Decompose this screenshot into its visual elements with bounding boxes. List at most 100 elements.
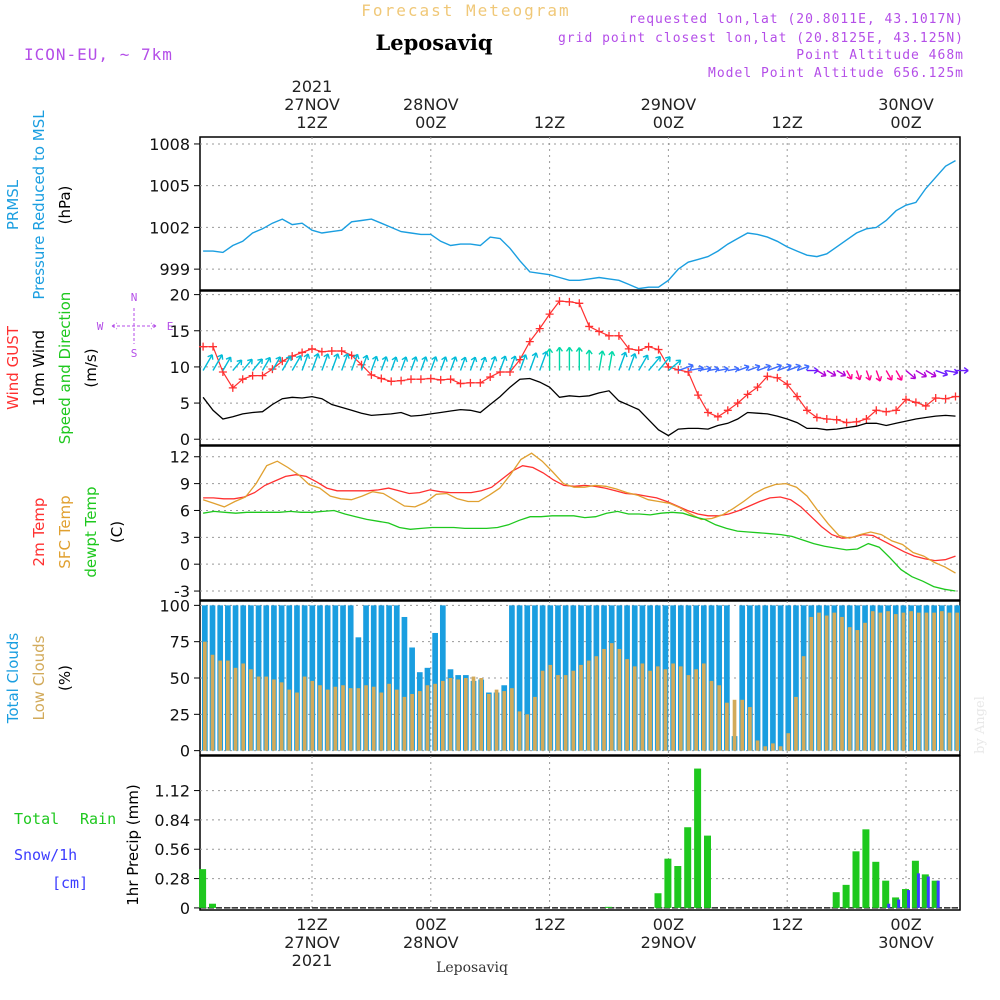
gust-marker	[783, 380, 792, 389]
bottom-time-label: 00Z	[653, 915, 684, 934]
low-cloud-bar	[295, 692, 299, 751]
low-cloud-bar	[640, 663, 645, 751]
wind-arrow-head	[565, 346, 573, 352]
wind-arrow-head	[411, 356, 419, 362]
low-cloud-bar	[333, 686, 338, 751]
wind-arrow-head	[441, 356, 448, 362]
total-cloud-bar	[286, 605, 293, 751]
rain-bar	[704, 835, 711, 908]
y-tick-label: 0.28	[154, 870, 190, 889]
snow-bar	[936, 880, 940, 908]
gust-marker	[397, 376, 406, 385]
wind-direction-arrow	[678, 364, 694, 372]
wind-arrow-head	[675, 359, 682, 366]
top-time-label: 27NOV	[284, 95, 340, 114]
rain-bar	[654, 893, 662, 908]
wind-direction-arrow	[261, 357, 271, 371]
gust-marker	[862, 414, 871, 423]
gust-marker	[486, 373, 495, 382]
y-axis-label: (%)	[56, 665, 74, 691]
wind-arrow-head	[840, 370, 847, 377]
low-cloud-bar	[840, 616, 844, 751]
panel-pressure: 999 1002 1005 1008	[149, 135, 961, 291]
low-cloud-bar	[279, 682, 284, 751]
y-tick-label: 0.56	[154, 840, 190, 859]
wind-arrow-head	[855, 374, 862, 381]
low-cloud-bar	[440, 680, 445, 751]
low-cloud-bar	[671, 663, 675, 751]
wind-direction-arrow	[717, 368, 729, 372]
gust-marker	[743, 390, 752, 399]
wind-arrow-head	[421, 356, 428, 362]
total-cloud-bar	[278, 605, 285, 751]
snow-bar	[926, 876, 930, 908]
wind-arrow-head	[391, 356, 399, 362]
low-cloud-bar	[456, 679, 461, 751]
wind-direction-arrow	[360, 355, 368, 371]
total-cloud-bar	[332, 605, 339, 751]
wind-direction-arrow	[291, 355, 302, 371]
total-cloud-bar	[370, 605, 377, 751]
total-cloud-bar	[393, 605, 400, 751]
wind-direction-arrow	[688, 367, 704, 372]
gust-marker	[555, 297, 564, 306]
gust-marker	[466, 378, 475, 387]
y-axis-label: (C)	[108, 521, 126, 543]
wind-direction-arrow	[945, 369, 959, 374]
gust-marker	[634, 346, 643, 355]
wind-arrow-head	[963, 367, 969, 375]
y-tick-label: 100	[159, 596, 190, 615]
rain-bar	[674, 866, 682, 908]
rain-bar	[832, 892, 840, 908]
wind-direction-arrow	[697, 367, 711, 372]
gust-marker	[793, 392, 802, 401]
low-cloud-bar	[655, 666, 660, 751]
wind-direction-arrow	[777, 364, 792, 372]
wind-arrow-head	[942, 370, 949, 377]
gust-marker	[535, 324, 544, 333]
wind-direction-arrow	[400, 356, 407, 371]
footer-location: Leposaviq	[436, 960, 508, 976]
gust-marker	[921, 401, 930, 410]
wind-arrow-head	[362, 354, 370, 361]
y-axis-label: Pressure Reduced to MSL	[30, 110, 48, 300]
wind-direction-arrow	[271, 356, 281, 371]
top-time-label: 12Z	[296, 113, 327, 132]
panel-frame	[199, 136, 961, 291]
y-tick-label: 0	[180, 430, 190, 449]
low-cloud-bar	[210, 654, 215, 751]
y-axis-label: (hPa)	[56, 186, 74, 225]
low-cloud-bar	[870, 611, 875, 751]
gust-marker	[426, 374, 435, 383]
wind-arrow-head	[688, 363, 694, 370]
gust-marker	[565, 297, 574, 306]
wind-arrow-head	[642, 354, 649, 361]
compass-n: N	[131, 291, 138, 304]
wind-arrow-head	[723, 365, 729, 373]
wind-arrow-head	[323, 353, 330, 359]
low-cloud-bar	[302, 676, 307, 751]
low-cloud-bar	[939, 611, 944, 751]
y-axis-label: 10m Wind	[30, 330, 48, 406]
model-label: ICON-EU, ~ 7km	[24, 45, 173, 64]
gust-marker	[614, 331, 623, 340]
y-axis-label: dewpt Temp	[82, 486, 100, 577]
low-cloud-bar	[763, 746, 768, 751]
low-cloud-bar	[725, 702, 729, 751]
rain-bar	[605, 906, 612, 908]
panel-wind: 0 5 10 15 20	[170, 286, 969, 449]
wind-direction-arrow	[875, 370, 881, 382]
low-cloud-bar	[924, 612, 929, 751]
wind-direction-arrow	[648, 356, 661, 371]
wind-direction-arrow	[350, 354, 359, 371]
wind-direction-arrow	[737, 365, 750, 372]
gust-marker	[654, 345, 663, 354]
pressure-line	[203, 159, 956, 290]
grid-point-coords: grid point closest lon,lat (20.8125E, 43…	[558, 31, 964, 46]
bottom-time-label: 28NOV	[403, 933, 459, 952]
low-cloud-bar	[625, 659, 629, 751]
gust-marker	[911, 398, 920, 407]
wind-arrow-head	[655, 355, 662, 362]
low-cloud-bar	[318, 685, 322, 751]
